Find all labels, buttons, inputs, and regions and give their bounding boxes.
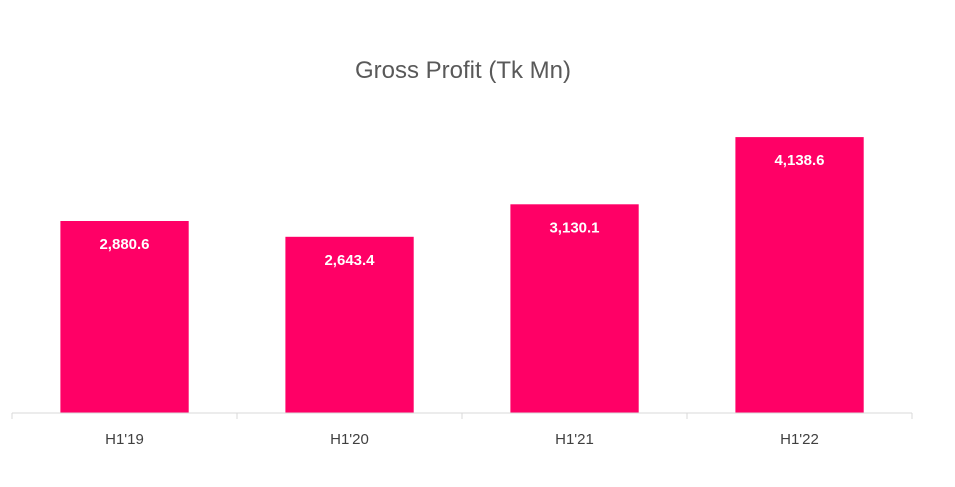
data-label-2: 3,130.1 bbox=[549, 219, 599, 236]
x-axis bbox=[11, 412, 913, 419]
data-label-3: 4,138.6 bbox=[774, 152, 824, 169]
chart-title: Gross Profit (Tk Mn) bbox=[355, 57, 571, 84]
bar-1 bbox=[285, 236, 414, 413]
bar-3 bbox=[735, 137, 864, 413]
x-tick-label-1: H1'20 bbox=[330, 431, 369, 448]
data-label-0: 2,880.6 bbox=[99, 236, 149, 253]
x-tick-label-0: H1'19 bbox=[105, 431, 144, 448]
bar-0 bbox=[60, 221, 189, 413]
x-tick-label-3: H1'22 bbox=[780, 431, 819, 448]
x-tick-labels: H1'19 H1'20 H1'21 H1'22 bbox=[105, 431, 819, 448]
bar-2 bbox=[510, 204, 639, 413]
data-label-1: 2,643.4 bbox=[324, 252, 375, 269]
bars-group: 2,880.6 2,643.4 3,130.1 4,138.6 bbox=[60, 137, 864, 413]
x-tick-label-2: H1'21 bbox=[555, 431, 594, 448]
